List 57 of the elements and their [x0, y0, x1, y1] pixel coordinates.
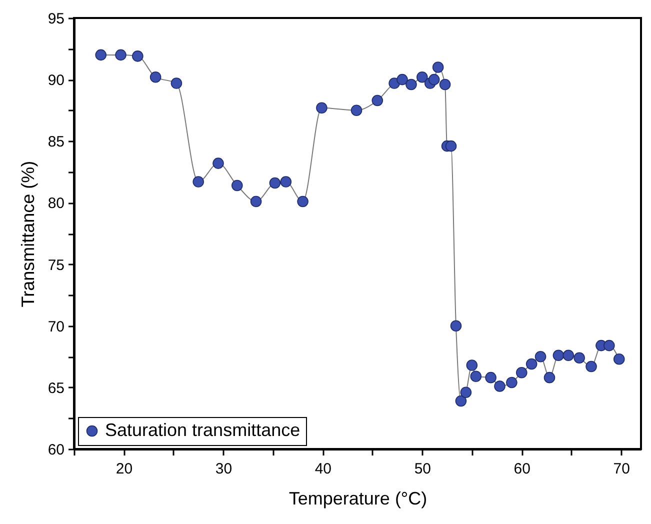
point — [445, 140, 457, 152]
point — [250, 196, 262, 208]
y-tick-label: 90 — [48, 72, 64, 90]
point — [552, 350, 564, 362]
y-tick-label: 60 — [48, 442, 64, 458]
point — [231, 180, 243, 192]
x-tick-label: 60 — [514, 460, 530, 478]
legend-label: Saturation transmittance — [105, 420, 300, 440]
point — [466, 360, 478, 371]
x-tick-label: 70 — [613, 460, 630, 478]
point — [192, 176, 204, 188]
point — [428, 74, 440, 86]
point — [297, 196, 308, 208]
point — [150, 71, 162, 83]
point — [574, 352, 585, 364]
x-tick-label: 40 — [314, 460, 332, 478]
point — [350, 104, 362, 116]
point — [516, 367, 528, 378]
point — [494, 380, 506, 392]
point — [170, 78, 182, 89]
point — [455, 395, 467, 407]
x-tick-label: 20 — [116, 460, 133, 478]
point — [526, 358, 538, 370]
point — [586, 360, 597, 372]
x-tick-label: 50 — [414, 460, 431, 478]
point — [470, 370, 482, 382]
point — [115, 49, 126, 61]
point — [534, 351, 546, 362]
point — [562, 350, 574, 362]
point — [450, 320, 462, 332]
point — [506, 376, 518, 388]
point — [280, 176, 292, 188]
x-tick-label: 30 — [215, 460, 232, 478]
point — [372, 94, 384, 106]
y-tick-label: 95 — [48, 10, 64, 28]
point — [604, 340, 615, 352]
point — [269, 177, 281, 189]
y-axis-title: Transmittance (%) — [18, 160, 38, 308]
y-tick-label: 85 — [48, 134, 64, 151]
point — [544, 372, 556, 384]
point — [406, 78, 417, 90]
point — [95, 49, 106, 61]
point — [316, 102, 328, 114]
point — [613, 353, 625, 365]
y-tick-label: 80 — [48, 195, 64, 212]
y-tick-label: 65 — [48, 380, 64, 397]
point — [132, 50, 144, 62]
point — [460, 386, 472, 398]
point — [485, 372, 496, 384]
x-axis-title: Temperature (°C) — [288, 488, 428, 508]
point — [439, 78, 451, 90]
point — [432, 62, 444, 73]
point — [396, 74, 408, 86]
y-tick-label: 75 — [48, 256, 64, 274]
point — [416, 71, 428, 83]
y-tick-label: 70 — [48, 318, 64, 336]
point — [212, 158, 224, 169]
